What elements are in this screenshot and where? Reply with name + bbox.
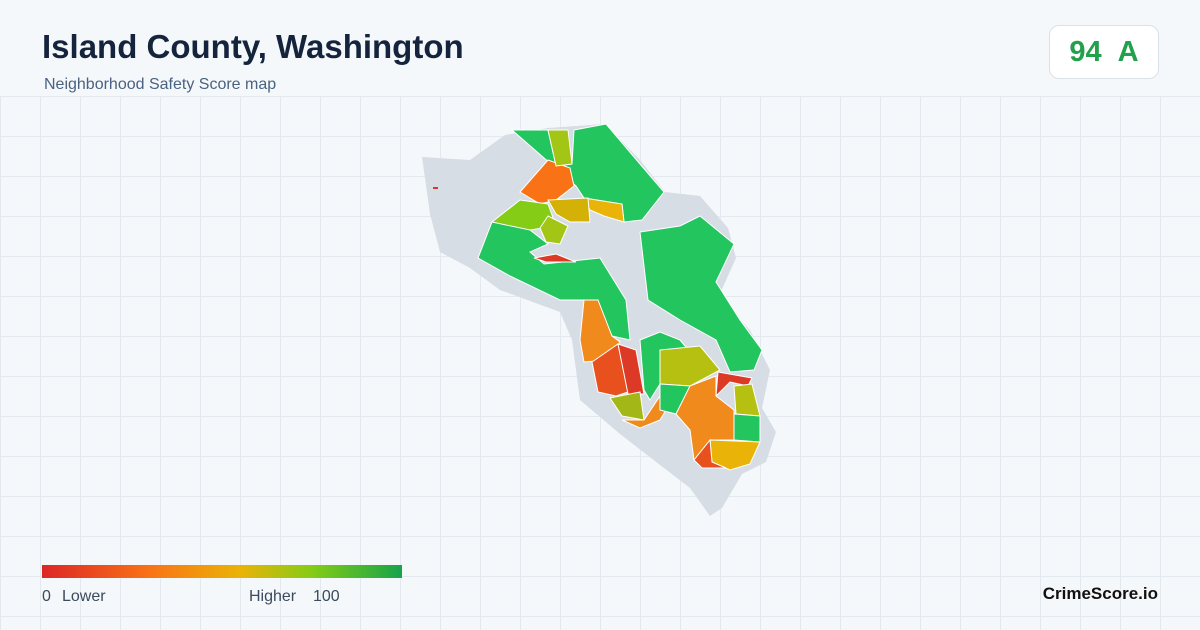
area-se7 xyxy=(733,413,761,443)
area-west xyxy=(477,221,631,341)
subtitle: Neighborhood Safety Score map xyxy=(44,76,277,93)
legend-max: 100 xyxy=(313,588,340,605)
score-value: 94 xyxy=(1069,35,1102,68)
area-se9 xyxy=(693,438,727,469)
legend-min: 0 xyxy=(42,588,51,605)
score-grade: A xyxy=(1117,35,1139,68)
area-yg xyxy=(547,129,573,167)
title: Island County, Washington xyxy=(42,28,464,65)
brand: CrimeScore.io xyxy=(1042,584,1158,603)
legend-gradient xyxy=(42,565,402,578)
area-se2 xyxy=(659,345,721,387)
score-badge: 94 A xyxy=(1049,25,1159,79)
area-c3 xyxy=(617,343,645,395)
area-camano xyxy=(639,215,763,373)
area-cove xyxy=(533,253,577,263)
area-town xyxy=(547,197,591,223)
area-w2 xyxy=(539,215,569,245)
legend-max-label: Higher xyxy=(249,588,297,605)
header-band xyxy=(0,0,1200,96)
legend-min-label: Lower xyxy=(62,588,106,605)
islet xyxy=(433,187,438,189)
area-c2 xyxy=(591,343,629,397)
